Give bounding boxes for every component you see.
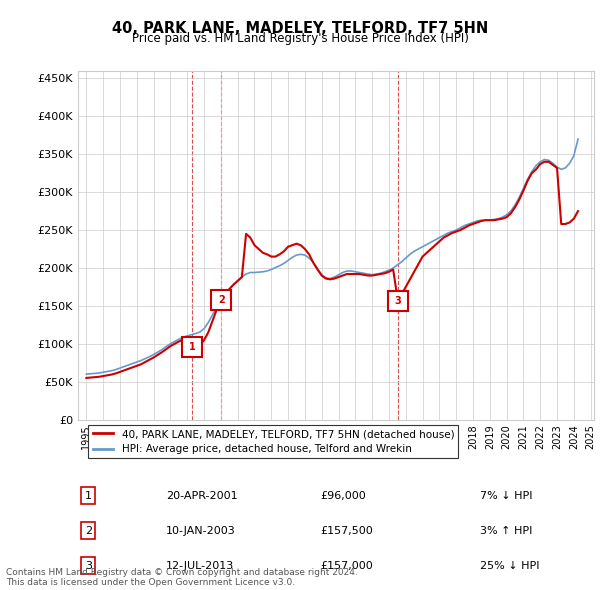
Text: £157,000: £157,000 — [320, 560, 373, 571]
Text: 3: 3 — [85, 560, 92, 571]
Text: 7% ↓ HPI: 7% ↓ HPI — [481, 491, 533, 501]
Text: 2: 2 — [85, 526, 92, 536]
Text: £157,500: £157,500 — [320, 526, 373, 536]
Legend: 40, PARK LANE, MADELEY, TELFORD, TF7 5HN (detached house), HPI: Average price, d: 40, PARK LANE, MADELEY, TELFORD, TF7 5HN… — [88, 425, 458, 458]
Text: 10-JAN-2003: 10-JAN-2003 — [166, 526, 235, 536]
Text: 3: 3 — [394, 296, 401, 306]
Text: 3% ↑ HPI: 3% ↑ HPI — [481, 526, 533, 536]
Text: 20-APR-2001: 20-APR-2001 — [166, 491, 238, 501]
Text: 2: 2 — [218, 295, 225, 305]
Text: 12-JUL-2013: 12-JUL-2013 — [166, 560, 234, 571]
Text: Contains HM Land Registry data © Crown copyright and database right 2024.
This d: Contains HM Land Registry data © Crown c… — [6, 568, 358, 587]
Text: 25% ↓ HPI: 25% ↓ HPI — [481, 560, 540, 571]
Text: £96,000: £96,000 — [320, 491, 366, 501]
Text: 1: 1 — [85, 491, 92, 501]
Text: Price paid vs. HM Land Registry's House Price Index (HPI): Price paid vs. HM Land Registry's House … — [131, 32, 469, 45]
Text: 40, PARK LANE, MADELEY, TELFORD, TF7 5HN: 40, PARK LANE, MADELEY, TELFORD, TF7 5HN — [112, 21, 488, 35]
Text: 1: 1 — [189, 342, 196, 352]
